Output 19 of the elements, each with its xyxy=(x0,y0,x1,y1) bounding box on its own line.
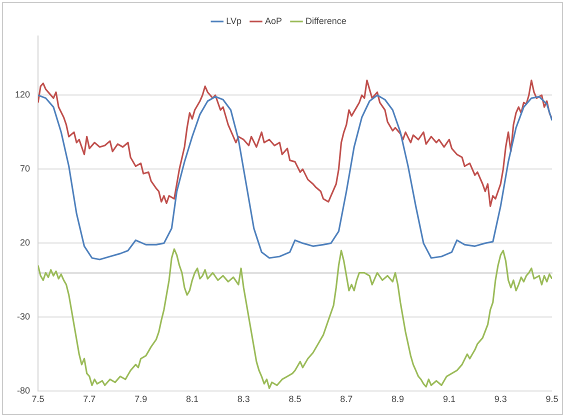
x-tick-label: 8.1 xyxy=(186,394,198,404)
legend-label: LVp xyxy=(226,16,242,26)
y-tick-label: 120 xyxy=(14,90,30,100)
x-tick-label: 7.9 xyxy=(134,394,148,404)
x-tick-label: 8.9 xyxy=(392,394,404,404)
x-tick-label: 9.3 xyxy=(494,394,507,404)
x-tick-label: 9.1 xyxy=(442,394,456,404)
x-tick-label: 8.7 xyxy=(340,394,353,404)
y-tick-label: -30 xyxy=(17,312,30,322)
x-tick-label: 8.3 xyxy=(237,394,250,404)
x-tick-label: 8.5 xyxy=(288,394,302,404)
legend-label: AoP xyxy=(264,16,282,26)
x-tick-label: 9.5 xyxy=(546,394,558,404)
x-tick-label: 7.5 xyxy=(32,394,44,404)
x-tick-label: 7.7 xyxy=(83,394,96,404)
y-tick-label: 20 xyxy=(20,238,30,248)
legend-label: Difference xyxy=(306,16,346,26)
y-tick-label: 70 xyxy=(20,164,30,174)
y-tick-label: -80 xyxy=(17,386,30,396)
